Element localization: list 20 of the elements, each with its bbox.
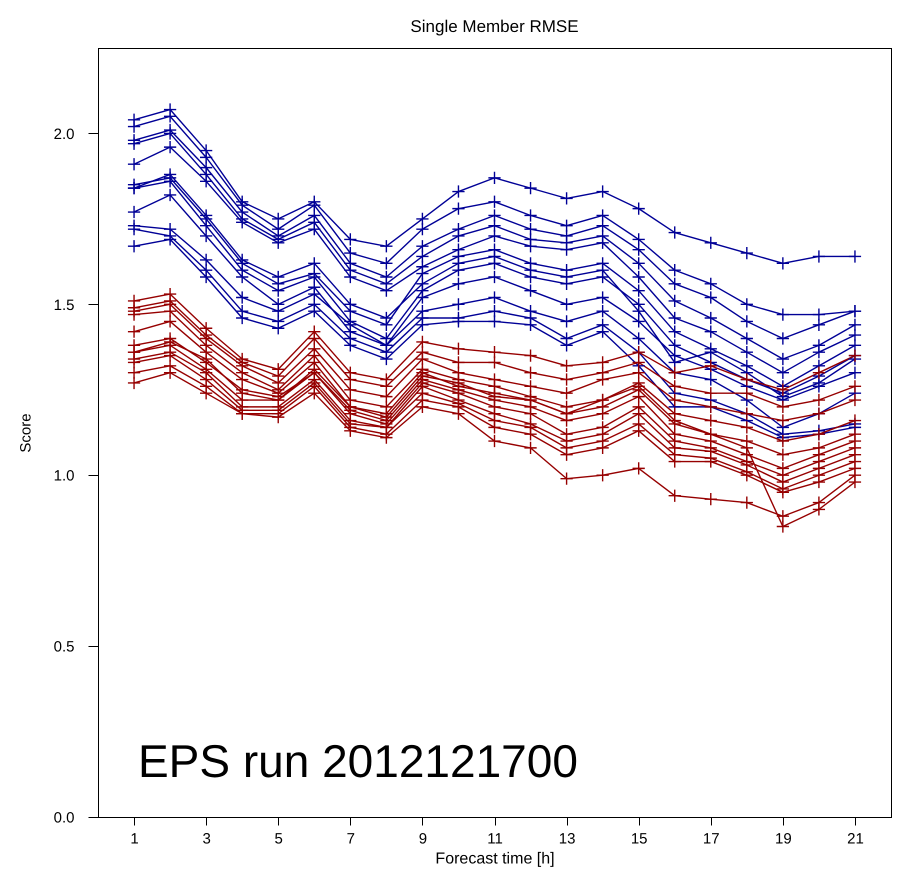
annotation: EPS run 2012121700 [138,735,578,787]
y-tick-label: 0.5 [54,638,74,656]
x-tick-label: 17 [702,830,720,848]
x-tick-label: 3 [202,830,211,848]
y-tick-label: 1.0 [54,468,74,485]
x-tick-label: 1 [130,830,139,848]
y-tick-label: 2.0 [54,126,74,143]
y-tick-label: 1.5 [54,296,74,314]
x-tick-label: 13 [558,830,576,848]
y-axis-title: Score [18,413,35,453]
x-tick-label: 9 [418,830,428,848]
x-tick-label: 7 [346,830,355,848]
x-tick-label: 11 [487,830,503,848]
x-tick-label: 15 [630,830,648,848]
x-tick-label: 19 [775,830,792,848]
x-tick-label: 5 [274,830,283,848]
y-tick-label: 0.0 [54,810,74,826]
chart-title: Single Member RMSE [410,17,579,36]
x-axis-title: Forecast time [h] [435,850,555,868]
x-tick-label: 21 [847,830,864,848]
